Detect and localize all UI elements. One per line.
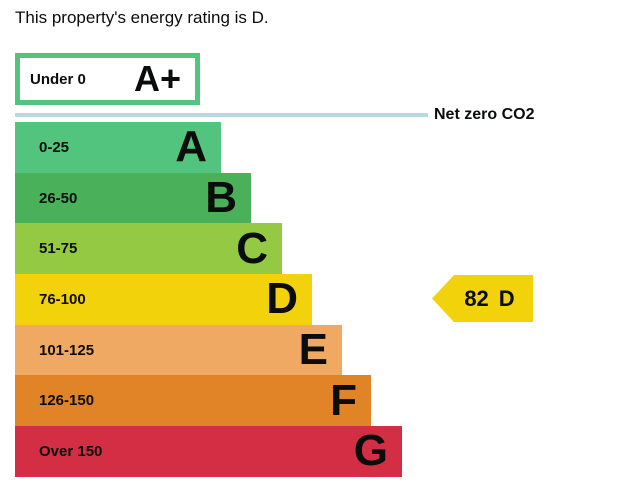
band-c: 51-75 C	[15, 223, 282, 275]
band-range-label: Under 0	[30, 70, 86, 88]
net-zero-label: Net zero CO2	[434, 106, 535, 123]
page-title: This property's energy rating is D.	[15, 8, 269, 27]
band-letter: F	[330, 375, 357, 425]
current-rating-band: D	[498, 285, 515, 311]
band-range-label: 26-50	[39, 189, 78, 207]
band-letter: D	[266, 274, 298, 324]
band-range-label: 51-75	[39, 240, 78, 258]
band-letter: A	[175, 122, 207, 172]
band-range-label: 0-25	[39, 138, 70, 156]
current-rating-value: 82	[464, 285, 489, 311]
band-range-label: 126-150	[39, 392, 95, 410]
band-letter: G	[353, 426, 388, 476]
band-f: 126-150 F	[15, 375, 371, 427]
band-b: 26-50 B	[15, 172, 251, 224]
band-range-label: Over 150	[39, 442, 103, 460]
band-d: 76-100 D	[15, 274, 312, 325]
band-letter: E	[298, 325, 328, 375]
band-a: 0-25 A	[15, 122, 221, 173]
band-a-plus: Under 0 A+	[15, 53, 200, 105]
band-letter: A+	[133, 58, 181, 99]
band-g: Over 150 G	[15, 426, 402, 477]
band-range-label: 101-125	[39, 341, 95, 359]
bands: 0-25 A 26-50 B 51-75 C 76-100 D 101-125 …	[15, 122, 402, 477]
band-letter: C	[236, 223, 268, 273]
net-zero-line	[15, 113, 428, 117]
band-e: 101-125 E	[15, 324, 342, 376]
band-letter: B	[205, 173, 237, 223]
current-rating-marker: 82 D	[432, 275, 533, 322]
band-range-label: 76-100	[39, 290, 86, 308]
